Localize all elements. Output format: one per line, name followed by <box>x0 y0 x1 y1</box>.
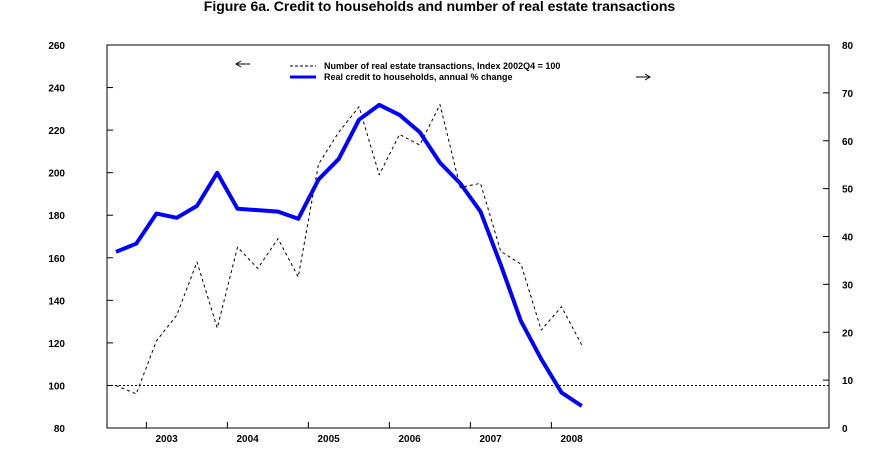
x-tick-label: 2007 <box>480 434 503 445</box>
legend-arrow-right-head <box>644 73 651 81</box>
series-layer <box>115 102 583 408</box>
left-tick-label: 80 <box>54 424 66 435</box>
plot-frame <box>106 44 830 429</box>
left-tick-label: 100 <box>48 381 65 392</box>
right-tick-label: 60 <box>842 137 854 148</box>
series-0-point <box>500 250 502 252</box>
right-tick-label: 30 <box>842 280 854 291</box>
series-0-point <box>317 163 319 165</box>
right-tick-label: 70 <box>842 89 854 100</box>
left-tick-label: 160 <box>48 254 65 265</box>
right-tick-label: 10 <box>842 376 854 387</box>
series-line-1 <box>115 102 583 408</box>
left-tick-label: 180 <box>48 211 65 222</box>
left-tick-label: 120 <box>48 339 65 350</box>
x-tick-label: 2004 <box>237 434 260 445</box>
x-tick-label: 2008 <box>561 434 584 445</box>
left-tick-label: 200 <box>48 169 65 180</box>
left-tick-label: 220 <box>48 126 65 137</box>
series-0-point <box>398 133 400 135</box>
legend-label-0: Number of real estate transactions, Inde… <box>324 61 560 71</box>
right-tick-label: 0 <box>842 424 848 435</box>
left-tick-label: 240 <box>48 84 65 95</box>
series-line-0 <box>115 104 583 395</box>
right-axis: 0 10 20 30 40 50 60 70 80 <box>823 41 854 435</box>
right-tick-label: 50 <box>842 185 854 196</box>
x-tick-label: 2006 <box>399 434 422 445</box>
right-tick-label: 40 <box>842 233 854 244</box>
legend-arrow-left-head <box>235 60 242 68</box>
legend: Number of real estate transactions, Inde… <box>235 60 651 82</box>
x-tick-label: 2005 <box>318 434 341 445</box>
left-tick-label: 260 <box>48 41 65 52</box>
legend-label-1: Real credit to households, annual % chan… <box>324 72 513 82</box>
x-tick-label: 2003 <box>156 434 179 445</box>
series-0-point <box>479 182 481 184</box>
left-tick-label: 140 <box>48 296 65 307</box>
chart-title: Figure 6a. Credit to households and numb… <box>203 0 676 14</box>
left-axis: 80 100 120 140 160 180 200 220 240 260 <box>48 41 113 435</box>
right-tick-label: 80 <box>842 41 854 52</box>
x-axis: 2003 2004 2005 2006 2007 2008 <box>145 422 584 445</box>
right-tick-label: 20 <box>842 328 854 339</box>
